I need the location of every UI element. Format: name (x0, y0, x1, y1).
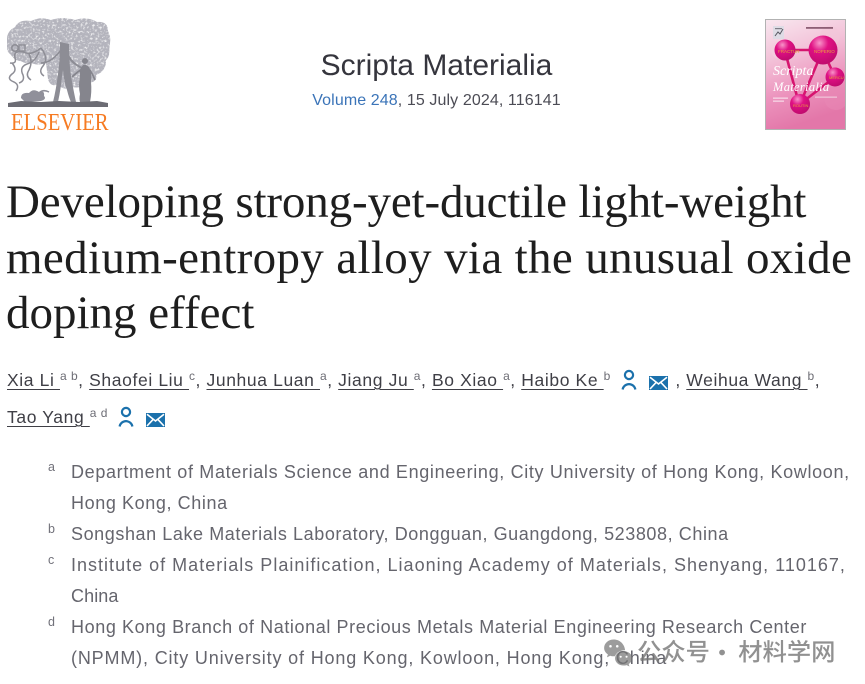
svg-text:Materialia: Materialia (772, 80, 829, 94)
svg-text:NOPERIO: NOPERIO (814, 49, 835, 54)
svg-text:FRACTUR: FRACTUR (778, 49, 800, 54)
svg-text:Scripta: Scripta (773, 64, 813, 79)
svg-text:MERCU: MERCU (829, 75, 844, 80)
svg-text:ROUTIN: ROUTIN (793, 103, 808, 108)
